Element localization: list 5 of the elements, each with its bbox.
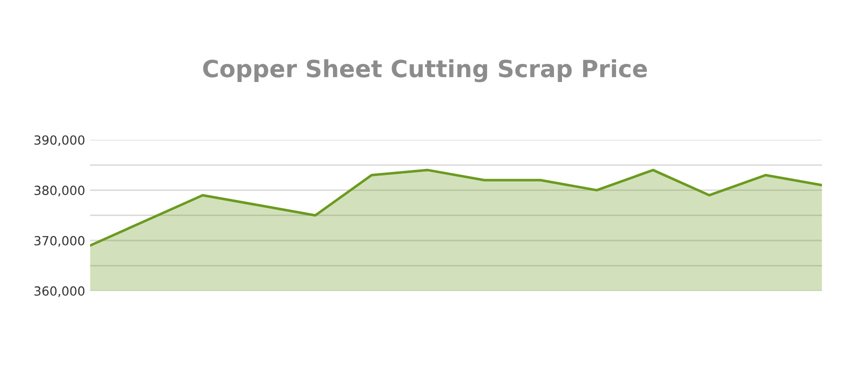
- y-tick-label: 360,000: [34, 286, 84, 298]
- chart-title: Copper Sheet Cutting Scrap Price: [203, 59, 647, 82]
- y-tick-label: 380,000: [34, 186, 84, 196]
- y-tick-label: 390,000: [34, 135, 84, 146]
- y-tick-label: 370,000: [34, 236, 84, 247]
